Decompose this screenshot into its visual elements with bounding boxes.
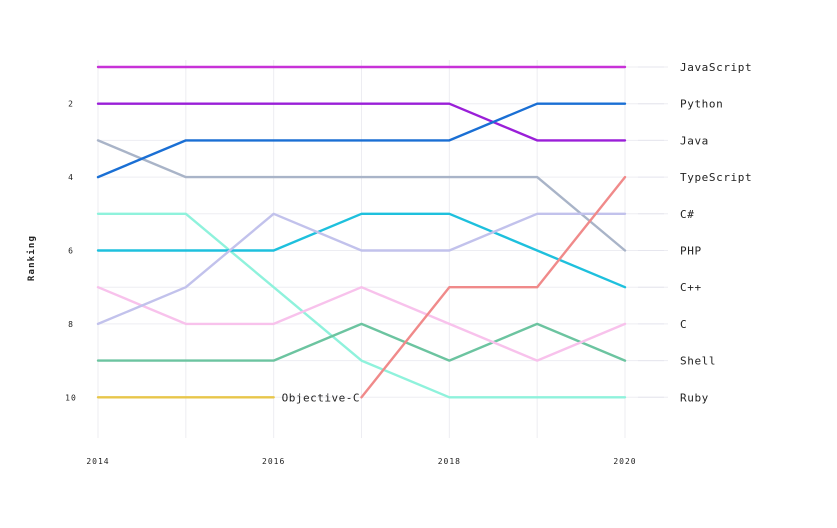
series-line-java — [96, 102, 627, 142]
y-tick-label: 6 — [68, 247, 74, 256]
series-label-ruby: Ruby — [680, 391, 709, 404]
series-line-python — [96, 102, 627, 179]
series-label-typescript: TypeScript — [680, 171, 752, 184]
series-label-c-: C# — [680, 208, 694, 221]
series-line-c- — [96, 212, 627, 326]
series-label-java: Java — [680, 134, 709, 147]
series-labels: JavaScript Python Java TypeScript C# PHP C++ C S… — [282, 61, 752, 404]
series-line-ruby — [96, 212, 627, 399]
series-label-shell: Shell — [680, 355, 716, 368]
x-tick-label: 2014 — [86, 457, 109, 466]
grid — [97, 60, 668, 438]
y-tick-label: 2 — [68, 100, 74, 109]
series-line-c- — [96, 212, 627, 289]
y-tick-label: 10 — [65, 393, 77, 402]
y-tick-label: 8 — [68, 320, 74, 329]
annotation-objective-c: Objective-C — [282, 391, 360, 404]
series-label-javascript: JavaScript — [680, 61, 752, 74]
series-line-shell — [96, 322, 627, 362]
series-line-php — [96, 139, 627, 252]
series-label-python: Python — [680, 98, 723, 111]
series-line-typescript — [360, 175, 627, 399]
series-label-c: C — [680, 318, 687, 331]
series-label-php: PHP — [680, 245, 702, 258]
x-tick-label: 2020 — [613, 457, 636, 466]
series-line-c — [96, 286, 627, 362]
series-label-c-: C++ — [680, 281, 702, 294]
x-tick-label: 2018 — [438, 457, 461, 466]
series-lines — [96, 65, 627, 399]
x-tick-label: 2016 — [262, 457, 285, 466]
axis-ticks: 2014 2016 2018 2020 2 4 6 8 10 — [65, 100, 636, 466]
y-axis-label: Ranking — [26, 235, 37, 281]
y-tick-label: 4 — [68, 173, 74, 182]
